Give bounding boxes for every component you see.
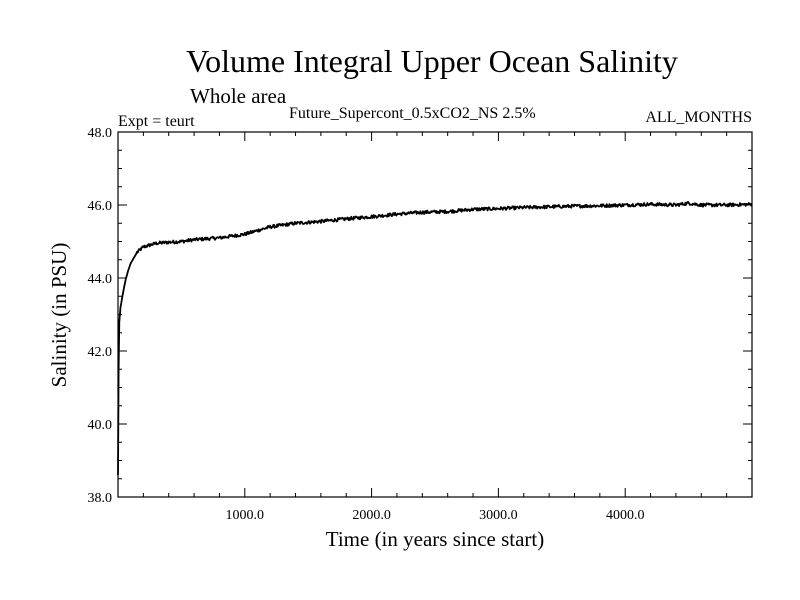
plot-frame bbox=[117, 131, 753, 498]
y-tick-label: 38.0 bbox=[88, 491, 113, 506]
x-axis-ticks bbox=[117, 132, 753, 497]
y-axis-label: Salinity (in PSU) bbox=[47, 243, 71, 388]
x-tick-label: 2000.0 bbox=[352, 508, 391, 523]
x-tick-label: 4000.0 bbox=[606, 508, 645, 523]
y-axis-tick-labels: 38.0 40.0 42.0 44.0 46.0 48.0 bbox=[88, 126, 113, 506]
y-tick-label: 46.0 bbox=[88, 199, 113, 214]
y-tick-label: 48.0 bbox=[88, 126, 113, 141]
chart-subtitle: Whole area bbox=[190, 84, 287, 108]
y-tick-label: 42.0 bbox=[88, 345, 113, 360]
x-tick-label: 1000.0 bbox=[226, 508, 265, 523]
chart-title: Volume Integral Upper Ocean Salinity bbox=[186, 43, 678, 79]
salinity-series-line bbox=[117, 200, 753, 476]
scenario-label: Future_Supercont_0.5xCO2_NS 2.5% bbox=[289, 105, 536, 122]
y-axis-ticks bbox=[118, 131, 752, 498]
y-tick-label: 44.0 bbox=[88, 272, 113, 287]
months-label: ALL_MONTHS bbox=[645, 109, 752, 126]
y-tick-label: 40.0 bbox=[88, 418, 113, 433]
x-axis-tick-labels: 1000.0 2000.0 3000.0 4000.0 bbox=[226, 508, 645, 523]
experiment-label: Expt = teurt bbox=[118, 113, 195, 130]
x-axis-label: Time (in years since start) bbox=[326, 527, 545, 551]
x-tick-label: 3000.0 bbox=[479, 508, 518, 523]
